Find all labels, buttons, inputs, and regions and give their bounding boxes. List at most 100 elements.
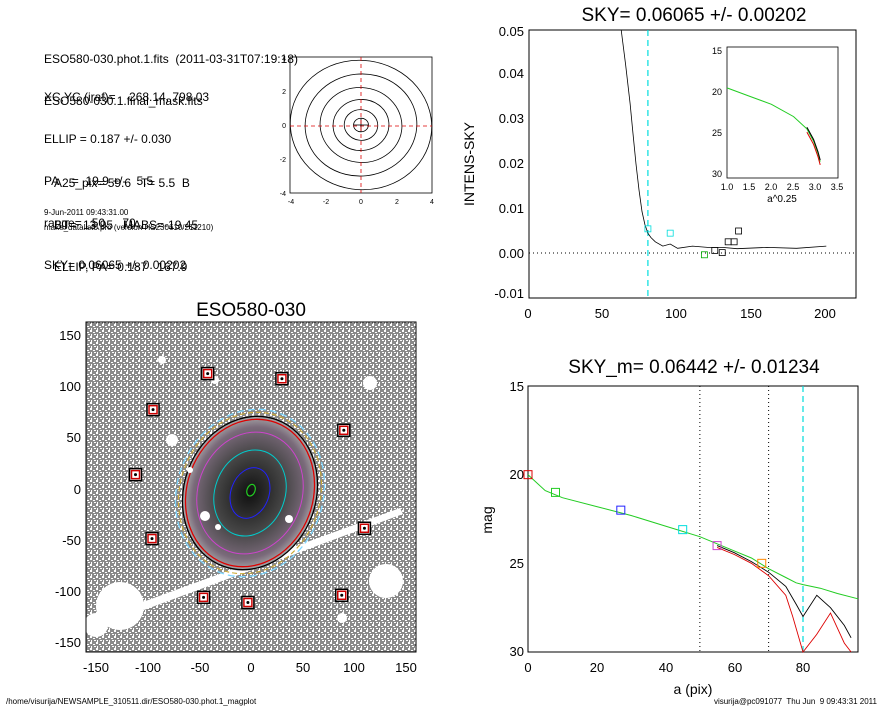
isophote-outer [174, 408, 326, 578]
galaxy-xtick: 0 [247, 660, 254, 675]
sky-sample-marker [730, 238, 738, 246]
sky-series [620, 29, 827, 259]
centroid-xtick: 0 [359, 199, 363, 206]
inset-ytick: 15 [712, 46, 722, 56]
centroid-xtick: -2 [323, 199, 329, 206]
sky-ytick: 0.02 [499, 156, 524, 171]
mag-sample-marker [523, 470, 533, 480]
sky-xtick: 200 [814, 306, 836, 321]
contour-level [289, 59, 433, 191]
galaxy-panel: ESO580-030 [55, 300, 417, 675]
star-mask-marker [148, 404, 158, 415]
sky-profile-line [620, 29, 827, 250]
mag-ytick: 30 [510, 644, 524, 659]
centroid-xtick: 4 [430, 199, 434, 206]
inset-xtick: 3.5 [831, 182, 844, 192]
centroid-xtick: -4 [288, 199, 294, 206]
sky-xtick: 50 [595, 306, 609, 321]
inset-profile-red [806, 131, 821, 166]
star-mask-marker [151, 408, 155, 412]
inset-xtick: 1.5 [743, 182, 756, 192]
mag-xtick: 60 [728, 660, 742, 675]
mag-xtick: 20 [590, 660, 604, 675]
mag-vlines [699, 386, 804, 652]
param-info: XC,YC (iraf)= 268.14, 798.03 ELLIP = 0.1… [44, 62, 209, 286]
star-mask-marker [246, 601, 250, 604]
inset-xlabel: a^0.25 [767, 194, 797, 205]
star-mask-marker [340, 593, 344, 597]
galaxy-ytick: 50 [67, 430, 81, 445]
mag-sample-marker [712, 541, 722, 551]
mag-xtick: 0 [524, 660, 531, 675]
star-mask-marker [339, 425, 349, 436]
star-mask-marker [277, 373, 287, 384]
galaxy-xtick: -150 [83, 660, 109, 675]
file-info: ESO580-030.phot.1.fits (2011-03-31T07:19… [44, 24, 298, 122]
sky-ytick: 0.00 [499, 246, 524, 261]
star-mask-marker [337, 590, 347, 601]
footer-path: /home/visurija/NEWSAMPLE_310511.dir/ESO5… [6, 697, 257, 706]
galaxy-xtick: 50 [296, 660, 310, 675]
star-mask-marker [243, 597, 253, 608]
inset-xtick: 1.0 [721, 182, 734, 192]
file-line-1: ESO580-030.phot.1.fits (2011-03-31T07:19… [44, 52, 298, 66]
centroid-contours [289, 59, 433, 191]
inset-frame [726, 46, 839, 179]
galaxy-ytick: -100 [55, 584, 81, 599]
galaxy-xtick: 100 [343, 660, 365, 675]
sky-ytick: 0.05 [499, 24, 524, 39]
mag-profile-green [527, 474, 859, 600]
mag-xtick: 40 [659, 660, 673, 675]
star-mask-marker [202, 595, 206, 599]
mag-sample-marker [757, 558, 767, 568]
galaxy-xtick: 150 [395, 660, 417, 675]
run-date: 9-Jun-2011 09:43:31.00 [44, 208, 129, 217]
star-mask-marker [134, 473, 137, 477]
star-mask-marker [202, 368, 213, 379]
centroid-ytick: -2 [280, 157, 286, 164]
sky-ytick: 0.04 [499, 66, 524, 81]
mag-title: SKY_m= 0.06442 +/- 0.01234 [568, 357, 820, 378]
mag-sample-marker [616, 505, 626, 515]
inset-series [726, 87, 821, 166]
mag-xtick: 80 [796, 660, 810, 675]
centroid-ytick: 4 [282, 56, 286, 63]
galaxy-ytick: -150 [55, 635, 81, 650]
galaxy-xtick: -50 [191, 660, 210, 675]
isophote-cyan [213, 449, 287, 537]
sky-ytick: 0.03 [499, 111, 524, 126]
galaxy-title: ESO580-030 [196, 300, 306, 321]
result-ellip: ELLIP, PA= 0.187 167.9 [54, 260, 188, 274]
mag-series [523, 470, 859, 653]
mag-ytick: 15 [510, 379, 524, 394]
sky-sample-marker [666, 229, 674, 237]
centroid-ytick: 2 [282, 89, 286, 96]
star-mask-marker [198, 592, 209, 603]
masked-inner [187, 467, 293, 530]
isophote-blue [229, 467, 271, 519]
mag-sample-marker [551, 487, 560, 497]
sky-xtick: 150 [740, 306, 762, 321]
mag-profile-red [716, 546, 852, 653]
mag-xlabel: a (pix) [674, 681, 713, 697]
inset-ytick: 30 [712, 169, 722, 179]
galaxy-disk [182, 415, 318, 571]
sky-sample-marker [735, 227, 742, 235]
sky-panel: SKY= 0.06065 +/- 0.00202 0 50 100 150 20… [461, 5, 857, 321]
masked-stars [128, 366, 372, 610]
mag-sample-marker [678, 525, 688, 535]
sky-xtick: 0 [524, 306, 531, 321]
centroid-ytick: -4 [280, 191, 286, 198]
file-line-2: ESO580-030.1.final_mask.fits [44, 94, 203, 108]
param-xcyc: XC,YC (iraf)= 268.14, 798.03 [44, 90, 210, 104]
mag-ytick: 20 [510, 467, 524, 482]
star-mask-marker [359, 523, 370, 533]
star-mask-marker [342, 428, 346, 432]
galaxy-ytick: 100 [59, 379, 81, 394]
centroid-panel: -4 -2 0 2 4 -4 -2 0 2 4 [280, 56, 434, 206]
param-range: range= 50.- 70. [44, 216, 140, 230]
inset-profile-green [726, 87, 821, 162]
param-pa: PA = 19.9 +/- 5.5 [44, 174, 154, 188]
mag-profile-black [716, 545, 852, 639]
sky-xtick: 100 [665, 306, 687, 321]
